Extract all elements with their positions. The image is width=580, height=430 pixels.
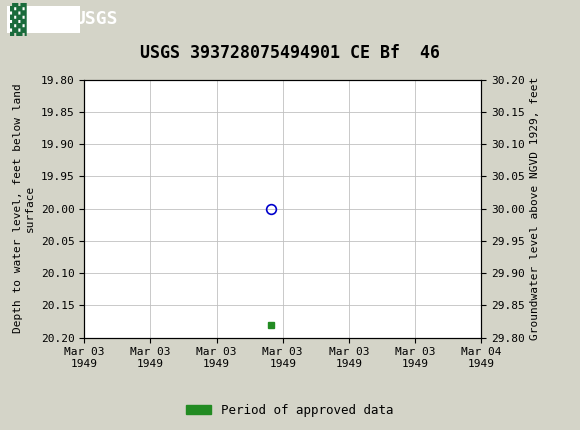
- FancyBboxPatch shape: [7, 6, 80, 33]
- Y-axis label: Depth to water level, feet below land
surface: Depth to water level, feet below land su…: [13, 84, 35, 333]
- Text: USGS 393728075494901 CE Bf  46: USGS 393728075494901 CE Bf 46: [140, 44, 440, 62]
- Legend: Period of approved data: Period of approved data: [181, 399, 399, 421]
- Text: USGS: USGS: [74, 10, 117, 28]
- Text: ▓: ▓: [10, 3, 27, 36]
- Y-axis label: Groundwater level above NGVD 1929, feet: Groundwater level above NGVD 1929, feet: [531, 77, 541, 340]
